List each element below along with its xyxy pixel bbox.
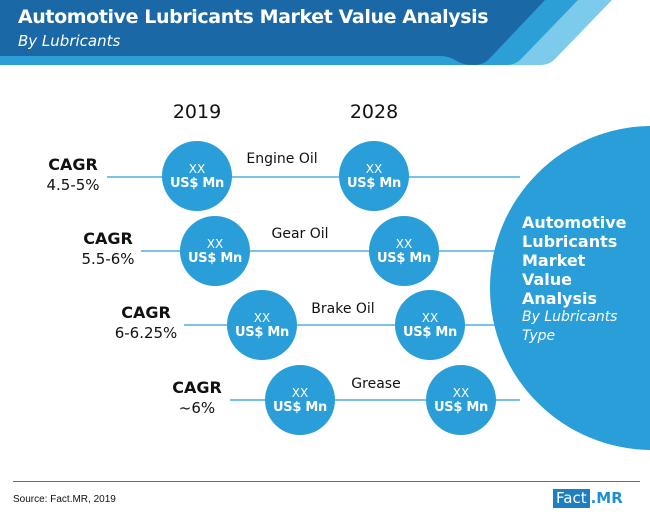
bubble-value: XX <box>206 236 224 251</box>
bubble-grease-2028: XX US$ Mn <box>426 365 496 435</box>
logo-suffix-text: .MR <box>590 489 623 507</box>
bubble-unit: US$ Mn <box>434 399 488 415</box>
factmr-logo: Fact .MR <box>553 489 623 508</box>
source-note: Source: Fact.MR, 2019 <box>13 494 116 505</box>
bubble-value: XX <box>253 310 271 325</box>
segment-label-grease: Grease <box>351 376 401 392</box>
hub-title-line: Analysis <box>522 289 598 308</box>
bubble-value: XX <box>421 310 439 325</box>
cagr-value: 5.5-6% <box>81 250 135 268</box>
bubble-value: XX <box>365 161 383 176</box>
cagr-label: CAGR <box>121 303 171 322</box>
cagr-gear-oil: CAGR 5.5-6% <box>81 229 134 269</box>
cagr-label: CAGR <box>83 229 133 248</box>
hub-title-line: Automotive <box>522 213 627 232</box>
bubble-unit: US$ Mn <box>347 175 401 191</box>
hub-subtitle-line: By Lubricants <box>522 309 618 325</box>
bubble-value: XX <box>188 161 206 176</box>
bubble-brake-oil-2019: XX US$ Mn <box>227 290 297 360</box>
cagr-value: 4.5-5% <box>46 176 100 194</box>
page-subtitle: By Lubricants <box>18 32 121 50</box>
hub-title-line: Value <box>522 270 573 289</box>
hub-label: Automotive Lubricants Market Value Analy… <box>522 213 650 346</box>
cagr-label: CAGR <box>172 378 222 397</box>
bubble-value: XX <box>395 236 413 251</box>
cagr-value: ~6% <box>178 399 216 417</box>
bubble-value: XX <box>291 385 309 400</box>
bubble-value: XX <box>452 385 470 400</box>
footer-divider <box>13 481 640 482</box>
bubble-engine-oil-2028: XX US$ Mn <box>339 141 409 211</box>
bubble-brake-oil-2028: XX US$ Mn <box>395 290 465 360</box>
bubble-unit: US$ Mn <box>235 324 289 340</box>
segment-label-brake-oil: Brake Oil <box>311 301 375 317</box>
bubble-unit: US$ Mn <box>273 399 327 415</box>
cagr-brake-oil: CAGR 6-6.25% <box>115 303 178 343</box>
bubble-gear-oil-2028: XX US$ Mn <box>369 216 439 286</box>
banner-stripe-dark <box>0 0 545 65</box>
segment-label-gear-oil: Gear Oil <box>271 226 329 242</box>
hub-subtitle-line: Type <box>522 328 556 344</box>
segment-label-engine-oil: Engine Oil <box>246 151 318 167</box>
year-heading-2028: 2028 <box>349 101 399 123</box>
header-banner <box>0 0 612 65</box>
logo-box-text: Fact <box>553 489 590 508</box>
cagr-label: CAGR <box>48 155 98 174</box>
bubble-unit: US$ Mn <box>170 175 224 191</box>
cagr-grease: CAGR ~6% <box>172 378 222 418</box>
bubble-unit: US$ Mn <box>188 250 242 266</box>
year-heading-2019: 2019 <box>172 101 222 123</box>
cagr-engine-oil: CAGR 4.5-5% <box>46 155 99 195</box>
page-title: Automotive Lubricants Market Value Analy… <box>18 6 489 28</box>
bubble-gear-oil-2019: XX US$ Mn <box>180 216 250 286</box>
bubble-unit: US$ Mn <box>377 250 431 266</box>
hub-circle <box>490 126 650 450</box>
bubble-engine-oil-2019: XX US$ Mn <box>162 141 232 211</box>
bubble-unit: US$ Mn <box>403 324 457 340</box>
hub-title-line: Lubricants <box>522 232 618 251</box>
hub-title-line: Market <box>522 251 586 270</box>
bubble-grease-2019: XX US$ Mn <box>265 365 335 435</box>
cagr-value: 6-6.25% <box>114 324 178 342</box>
